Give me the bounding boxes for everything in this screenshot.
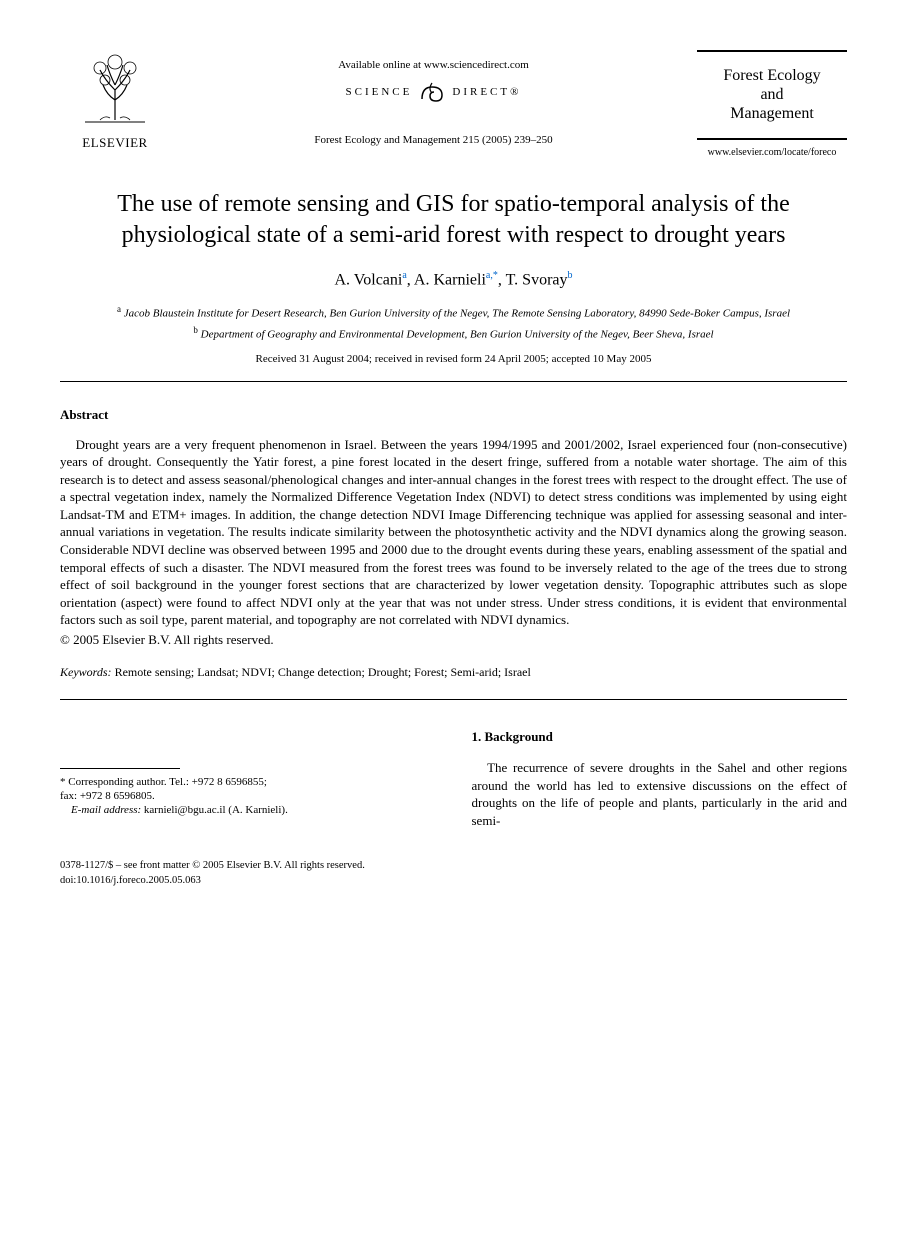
available-online-text: Available online at www.sciencedirect.co… [170,58,697,73]
header-center: Available online at www.sciencedirect.co… [170,50,697,148]
journal-url[interactable]: www.elsevier.com/locate/foreco [697,146,847,160]
divider-rule [60,381,847,382]
thin-divider [60,699,847,700]
affil-b-text: Department of Geography and Environmenta… [201,329,714,341]
footnote-line2: fax: +972 8 6596805. [60,790,155,802]
right-column: 1. Background The recurrence of severe d… [472,728,848,830]
footnote-rule [60,768,180,769]
author-1[interactable]: A. Volcani [334,272,402,289]
journal-name-l1: Forest Ecology [701,66,843,85]
article-title: The use of remote sensing and GIS for sp… [90,189,817,251]
affiliation-b: b Department of Geography and Environmen… [100,324,807,343]
publisher-name: ELSEVIER [82,134,147,152]
article-dates: Received 31 August 2004; received in rev… [60,352,847,367]
journal-title-box: Forest Ecology and Management www.elsevi… [697,50,847,159]
citation-line: Forest Ecology and Management 215 (2005)… [170,133,697,148]
author-1-affil: a [402,270,406,281]
author-2-affil: a, [486,270,493,281]
abstract-copyright: © 2005 Elsevier B.V. All rights reserved… [60,631,847,649]
author-2[interactable]: A. Karnieli [414,272,486,289]
section-1-heading: 1. Background [472,728,848,746]
journal-title-inner: Forest Ecology and Management [697,50,847,140]
footnote-star-icon: * [60,776,66,788]
email-address[interactable]: karnieli@bgu.ac.il (A. Karnieli). [144,804,288,816]
authors-line: A. Volcania, A. Karnielia,*, T. Svorayb [60,269,847,291]
footnote-line1: Corresponding author. Tel.: +972 8 65968… [68,776,267,788]
journal-name-l3: Management [701,104,843,123]
journal-name-l2: and [701,85,843,104]
sd-text-right: DIRECT® [452,85,521,100]
page-header: ELSEVIER Available online at www.science… [60,50,847,159]
left-column: * Corresponding author. Tel.: +972 8 659… [60,728,436,830]
affil-a-text: Jacob Blaustein Institute for Desert Res… [124,308,790,320]
affiliation-a: a Jacob Blaustein Institute for Desert R… [100,303,807,322]
keywords-line: Keywords: Remote sensing; Landsat; NDVI;… [60,664,847,680]
email-label: E-mail address: [71,804,141,816]
author-3-affil: b [568,270,573,281]
elsevier-tree-icon [75,50,155,130]
sciencedirect-swirl-icon [418,79,446,107]
two-column-body: * Corresponding author. Tel.: +972 8 659… [60,728,847,830]
author-3[interactable]: T. Svoray [506,272,568,289]
abstract-text: Drought years are a very frequent phenom… [60,436,847,629]
footer-doi[interactable]: doi:10.1016/j.foreco.2005.05.063 [60,874,847,889]
affil-a-sup: a [117,304,121,314]
corresponding-star-icon: * [493,270,498,281]
sciencedirect-logo: SCIENCE DIRECT® [346,79,522,107]
keywords-label: Keywords: [60,665,112,679]
corresponding-footnote: * Corresponding author. Tel.: +972 8 659… [60,775,436,818]
section-1-body: The recurrence of severe droughts in the… [472,759,848,829]
affil-b-sup: b [193,325,198,335]
publisher-logo-block: ELSEVIER [60,50,170,152]
abstract-body: Drought years are a very frequent phenom… [60,436,847,629]
keywords-list: Remote sensing; Landsat; NDVI; Change de… [115,665,531,679]
footer-line1: 0378-1127/$ – see front matter © 2005 El… [60,859,847,874]
page-footer: 0378-1127/$ – see front matter © 2005 El… [60,859,847,888]
sd-text-left: SCIENCE [346,85,413,100]
abstract-heading: Abstract [60,406,847,424]
